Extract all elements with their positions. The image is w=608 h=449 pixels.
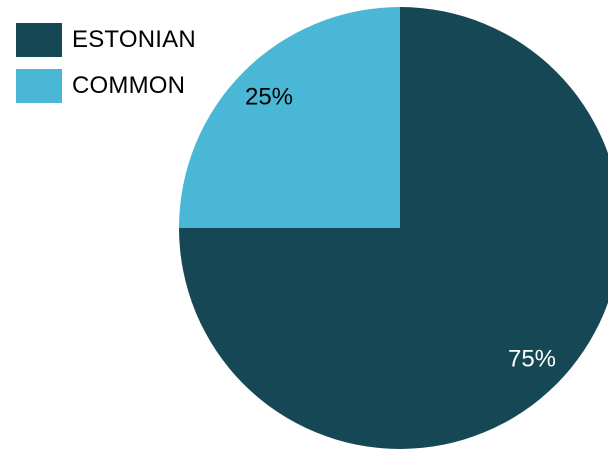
pie-slice-common	[179, 7, 400, 228]
legend-swatch-estonian	[16, 23, 62, 57]
legend-item-common: COMMON	[16, 68, 196, 104]
legend-swatch-common	[16, 69, 62, 103]
chart-legend: ESTONIAN COMMON	[16, 22, 196, 104]
legend-label-common: COMMON	[72, 72, 186, 99]
slice-label-estonian: 75%	[508, 345, 556, 372]
slice-label-common: 25%	[245, 83, 293, 110]
pie-slice-estonian	[179, 7, 608, 449]
legend-label-estonian: ESTONIAN	[72, 26, 196, 53]
legend-item-estonian: ESTONIAN	[16, 22, 196, 58]
